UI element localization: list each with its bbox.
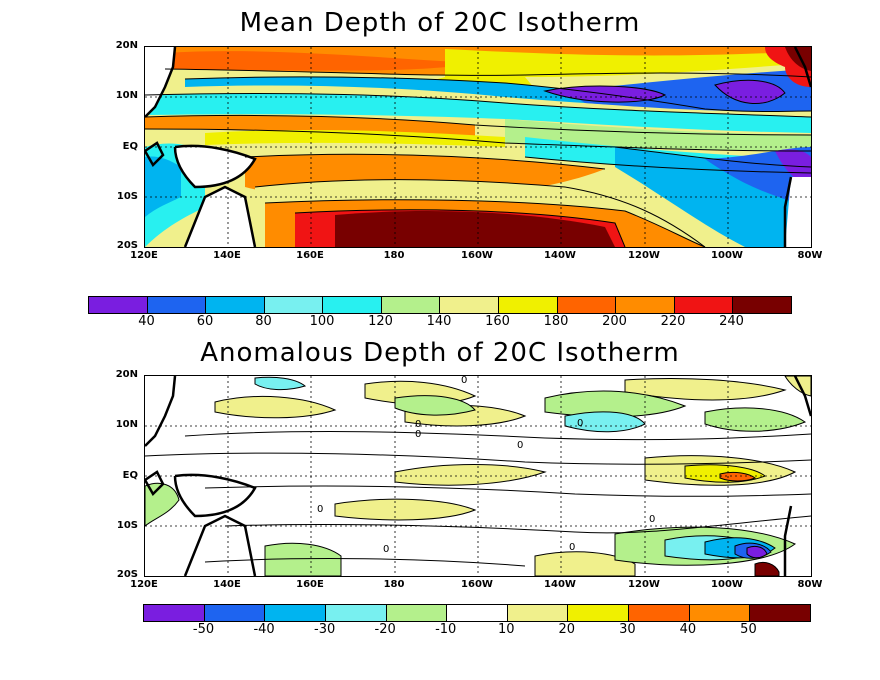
colorbar-label: 10 — [497, 622, 515, 637]
colorbar-swatch — [689, 605, 751, 621]
colorbar-swatch — [733, 297, 791, 313]
zero-contour-label: 0 — [517, 440, 523, 451]
lon-label: 140W — [544, 579, 576, 590]
lon-label: 160E — [296, 579, 324, 590]
lat-label: 20N — [115, 40, 138, 51]
lat-label: 10N — [115, 90, 138, 101]
lon-label: 120E — [130, 250, 158, 261]
colorbar-label: 140 — [426, 314, 452, 329]
lon-label: 100W — [711, 250, 743, 261]
colorbar-swatch — [629, 605, 690, 621]
anomaly-colorbar — [143, 604, 811, 622]
colorbar-swatch — [264, 297, 324, 313]
anomaly-depth-map: 0 0 0 0 0 0 0 0 0 — [144, 375, 812, 577]
lon-label: 140W — [544, 250, 576, 261]
zero-contour-label: 0 — [317, 504, 323, 515]
lon-label: 120W — [628, 579, 660, 590]
lon-label: 120E — [130, 579, 158, 590]
colorbar-label: 100 — [309, 314, 335, 329]
colorbar-swatch — [568, 605, 630, 621]
colorbar-swatch — [447, 605, 508, 621]
zero-contour-label: 0 — [383, 544, 389, 555]
colorbar-label: 240 — [719, 314, 744, 329]
colorbar-label: 200 — [602, 314, 627, 329]
lat-label: 20S — [116, 240, 138, 251]
colorbar-label: -30 — [314, 622, 336, 637]
panel1-title: Mean Depth of 20C Isotherm — [239, 8, 641, 38]
colorbar-swatch — [147, 297, 207, 313]
colorbar-swatch — [616, 297, 675, 313]
lon-label: 180 — [383, 579, 405, 590]
zero-contour-label: 0 — [415, 419, 421, 430]
colorbar-swatch — [206, 297, 265, 313]
lat-label: 10S — [116, 520, 138, 531]
colorbar-swatch — [323, 297, 382, 313]
lon-label: 80W — [797, 250, 823, 261]
colorbar-label: 40 — [138, 314, 155, 329]
colorbar-swatch — [507, 605, 569, 621]
lon-label: 160W — [461, 250, 493, 261]
lon-label: 120W — [628, 250, 660, 261]
colorbar-swatch — [144, 605, 205, 621]
lon-label: 80W — [797, 579, 823, 590]
panel2-title: Anomalous Depth of 20C Isotherm — [200, 338, 680, 368]
colorbar-swatch — [204, 605, 266, 621]
colorbar-swatch — [325, 605, 387, 621]
colorbar-label: -50 — [192, 622, 215, 637]
lat-label: 10N — [115, 419, 138, 430]
zero-contour-label: 0 — [577, 418, 583, 429]
lat-label: EQ — [122, 470, 138, 481]
colorbar-swatch — [381, 297, 441, 313]
colorbar-swatch — [265, 605, 326, 621]
colorbar-swatch — [674, 297, 734, 313]
colorbar-swatch — [557, 297, 617, 313]
colorbar-swatch — [440, 297, 500, 313]
lat-label: 20N — [115, 369, 138, 380]
colorbar-swatch — [499, 297, 558, 313]
lon-label: 100W — [711, 579, 743, 590]
lon-label: 140E — [213, 579, 241, 590]
lat-label: EQ — [122, 141, 138, 152]
colorbar-label: 30 — [619, 622, 636, 637]
mean-depth-colorbar — [88, 296, 792, 314]
colorbar-label: -40 — [253, 622, 275, 637]
lon-label: 140E — [213, 250, 241, 261]
zero-contour-label: 0 — [569, 542, 575, 553]
lon-label: 160W — [461, 579, 493, 590]
colorbar-label: 50 — [740, 622, 757, 637]
colorbar-label: 220 — [660, 314, 686, 329]
lon-label: 180 — [383, 250, 405, 261]
zero-contour-label: 0 — [461, 376, 467, 386]
lat-label: 10S — [116, 191, 138, 202]
colorbar-label: 60 — [196, 314, 214, 329]
colorbar-label: -10 — [435, 622, 457, 637]
colorbar-label: 40 — [679, 622, 697, 637]
colorbar-swatch — [750, 605, 811, 621]
colorbar-label: 20 — [558, 622, 576, 637]
mean-depth-map — [144, 46, 812, 248]
zero-contour-label: 0 — [649, 514, 655, 525]
anomaly-depth-field: 0 0 0 0 0 0 0 0 0 — [145, 376, 811, 576]
mean-depth-field — [145, 47, 811, 247]
lon-label: 160E — [296, 250, 324, 261]
colorbar-swatch — [89, 297, 148, 313]
colorbar-swatch — [386, 605, 448, 621]
colorbar-label: 180 — [543, 314, 569, 329]
lat-label: 20S — [116, 569, 138, 580]
colorbar-label: 80 — [255, 314, 272, 329]
zero-contour-label: 0 — [415, 429, 421, 440]
colorbar-label: 120 — [368, 314, 393, 329]
colorbar-label: -20 — [374, 622, 396, 637]
colorbar-label: 160 — [485, 314, 510, 329]
